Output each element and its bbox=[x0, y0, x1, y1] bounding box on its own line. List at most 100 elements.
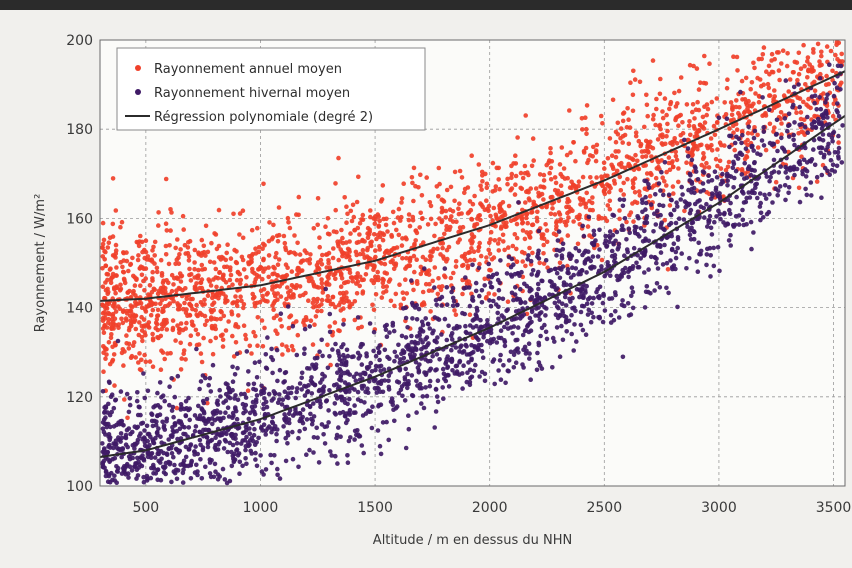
point-winter bbox=[252, 426, 257, 432]
point-winter bbox=[311, 364, 317, 370]
point-winter bbox=[664, 260, 670, 266]
point-annual bbox=[154, 265, 160, 271]
point-annual bbox=[767, 93, 773, 98]
point-winter bbox=[413, 359, 419, 365]
point-annual bbox=[803, 82, 808, 87]
point-annual bbox=[631, 219, 636, 224]
point-annual bbox=[106, 240, 112, 245]
point-annual bbox=[163, 252, 169, 257]
point-winter bbox=[553, 312, 559, 318]
point-annual bbox=[505, 299, 511, 305]
point-winter bbox=[791, 132, 796, 138]
point-annual bbox=[708, 136, 714, 141]
point-winter bbox=[437, 296, 443, 302]
point-annual bbox=[375, 232, 381, 238]
point-annual bbox=[737, 105, 742, 110]
point-annual bbox=[292, 233, 297, 238]
point-annual bbox=[495, 241, 501, 246]
point-annual bbox=[671, 191, 676, 196]
point-winter bbox=[554, 304, 560, 309]
point-winter bbox=[488, 303, 494, 309]
point-annual bbox=[690, 152, 695, 158]
point-annual bbox=[426, 268, 432, 273]
point-annual bbox=[672, 136, 677, 141]
point-winter bbox=[294, 389, 300, 395]
point-annual bbox=[113, 242, 119, 248]
point-winter bbox=[502, 343, 508, 349]
point-winter bbox=[824, 96, 829, 102]
point-annual bbox=[227, 277, 233, 283]
point-winter bbox=[787, 167, 793, 173]
point-annual bbox=[584, 131, 589, 137]
point-winter bbox=[583, 290, 588, 295]
point-winter bbox=[173, 446, 179, 452]
point-annual bbox=[611, 166, 616, 171]
point-winter bbox=[696, 240, 701, 246]
point-winter bbox=[783, 197, 788, 203]
point-annual bbox=[347, 257, 353, 263]
point-winter bbox=[123, 465, 128, 470]
point-winter bbox=[619, 223, 625, 228]
point-winter bbox=[819, 195, 824, 200]
point-annual bbox=[576, 179, 582, 184]
point-winter bbox=[828, 158, 834, 163]
point-annual bbox=[527, 234, 532, 240]
point-winter bbox=[557, 275, 563, 281]
point-annual bbox=[566, 204, 572, 210]
point-annual bbox=[354, 199, 360, 205]
point-winter bbox=[327, 311, 333, 317]
point-annual bbox=[778, 116, 783, 121]
point-winter bbox=[770, 200, 775, 205]
point-winter bbox=[617, 197, 623, 202]
point-annual bbox=[112, 383, 117, 388]
point-annual bbox=[139, 357, 144, 363]
point-annual bbox=[137, 320, 142, 325]
point-annual bbox=[147, 283, 153, 288]
point-annual bbox=[355, 271, 361, 276]
point-annual bbox=[433, 221, 438, 227]
point-winter bbox=[582, 261, 588, 266]
point-winter bbox=[560, 337, 566, 343]
point-winter bbox=[521, 312, 527, 317]
point-winter bbox=[186, 425, 192, 430]
point-winter bbox=[221, 446, 227, 451]
point-annual bbox=[819, 53, 824, 59]
point-annual bbox=[404, 291, 410, 296]
point-annual bbox=[702, 104, 707, 109]
point-winter bbox=[417, 333, 423, 338]
point-annual bbox=[354, 291, 360, 296]
point-winter bbox=[477, 326, 482, 332]
point-winter bbox=[607, 229, 613, 234]
point-annual bbox=[380, 237, 386, 243]
point-winter bbox=[116, 435, 121, 440]
point-annual bbox=[632, 190, 638, 195]
point-winter bbox=[369, 369, 375, 374]
point-winter bbox=[832, 150, 838, 155]
point-annual bbox=[233, 340, 239, 345]
point-annual bbox=[731, 123, 736, 128]
point-annual bbox=[692, 126, 697, 131]
point-winter bbox=[470, 262, 475, 268]
point-annual bbox=[260, 276, 265, 282]
point-winter bbox=[536, 342, 542, 348]
point-annual bbox=[668, 101, 673, 107]
point-winter bbox=[504, 321, 510, 326]
point-annual bbox=[460, 291, 465, 297]
point-annual bbox=[694, 66, 700, 71]
point-winter bbox=[294, 352, 300, 358]
point-annual bbox=[630, 92, 636, 98]
point-annual bbox=[494, 216, 500, 221]
point-annual bbox=[315, 222, 321, 228]
point-annual bbox=[678, 75, 684, 80]
point-winter bbox=[785, 175, 790, 180]
point-winter bbox=[513, 309, 519, 314]
point-annual bbox=[492, 238, 498, 243]
point-winter bbox=[505, 326, 511, 331]
point-annual bbox=[178, 340, 183, 346]
point-annual bbox=[352, 299, 358, 304]
point-winter bbox=[776, 170, 782, 175]
point-winter bbox=[106, 444, 111, 449]
point-winter bbox=[397, 360, 403, 366]
point-winter bbox=[314, 425, 320, 431]
point-winter bbox=[206, 427, 212, 433]
